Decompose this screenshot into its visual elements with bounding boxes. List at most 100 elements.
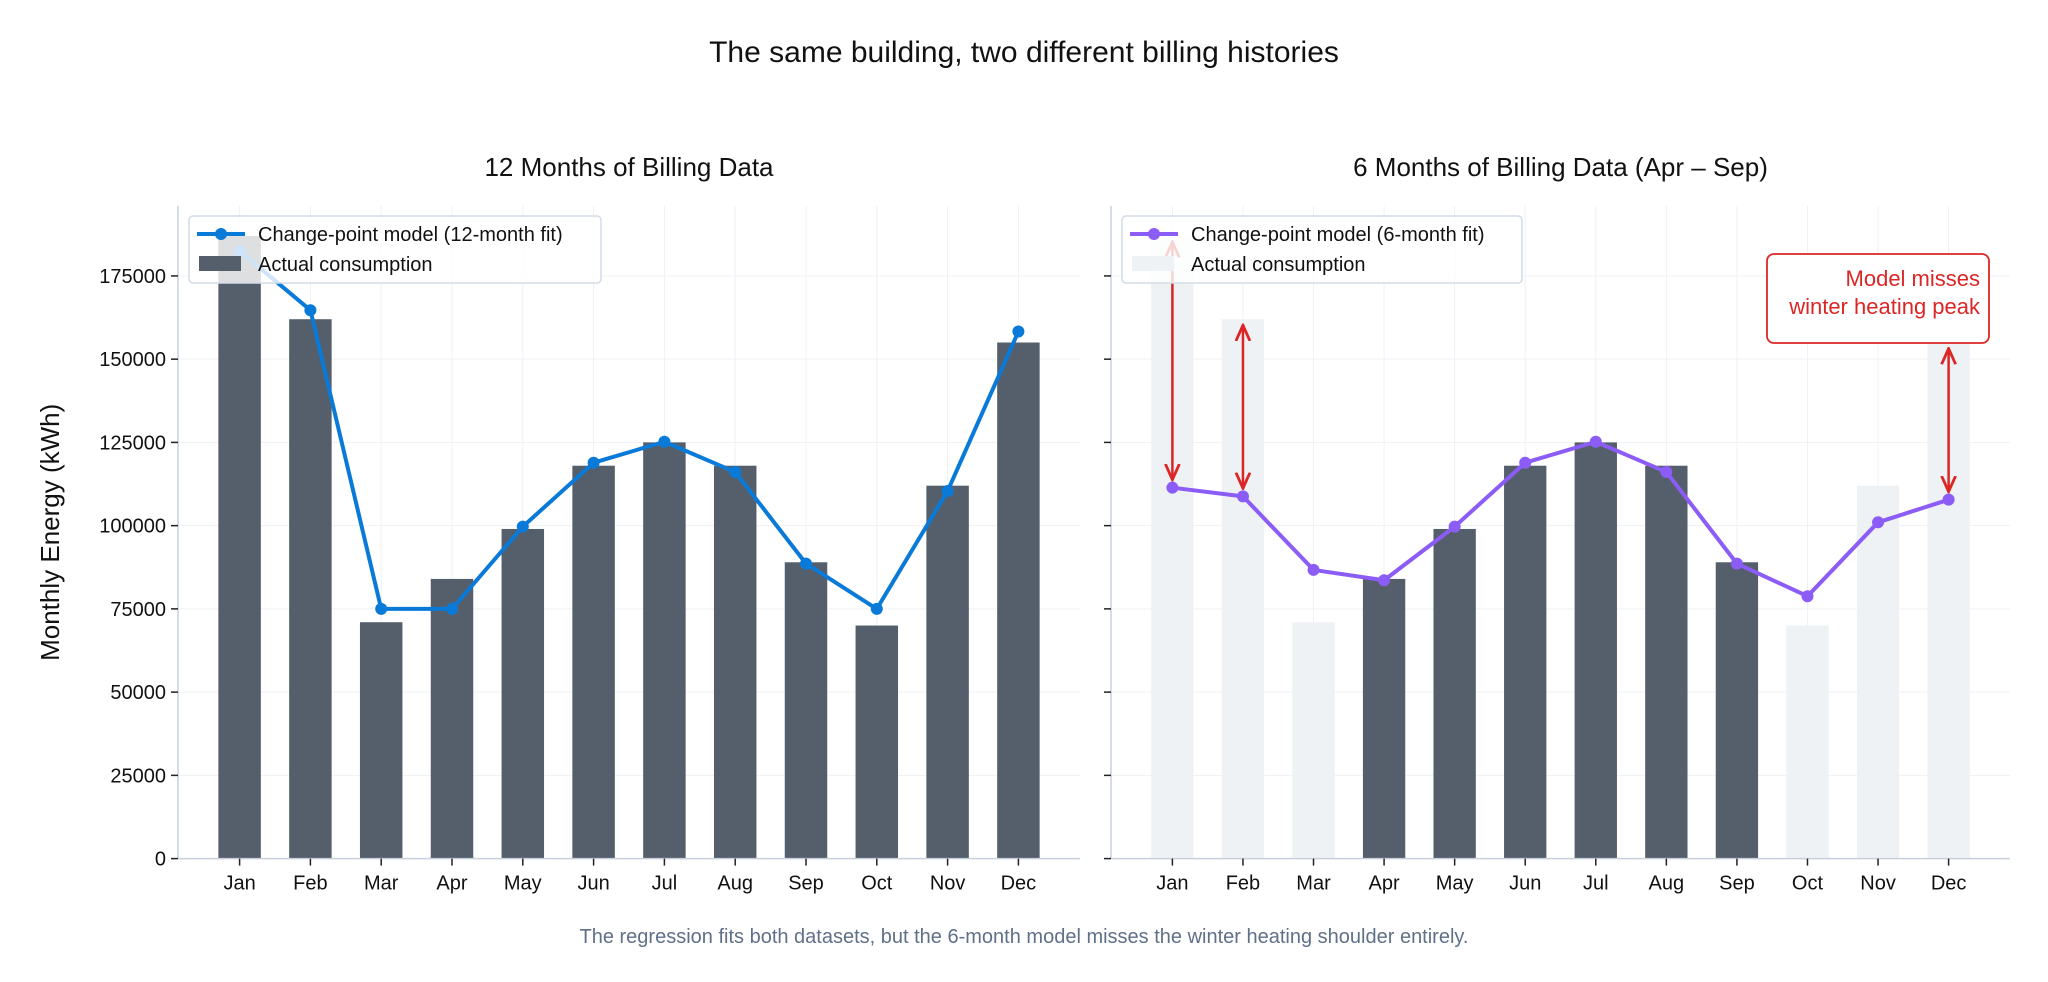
bar-apr	[430, 578, 474, 859]
x-tick-label: Jan	[1156, 873, 1188, 895]
legend-label-model: Change-point model (6-month fit)	[1191, 224, 1484, 246]
legend-label-actual: Actual consumption	[1191, 254, 1366, 276]
model-point-oct	[1801, 590, 1814, 603]
annotation-text: winter heating peak	[1788, 294, 1981, 319]
legend-bar-swatch	[1132, 256, 1174, 271]
x-tick-label: Dec	[1931, 873, 1967, 895]
x-tick-label: Mar	[1296, 873, 1331, 895]
chart-left: 12 Months of Billing Data 0 25000 50000 7500…	[35, 152, 1080, 895]
y-tick-label: 175000	[99, 266, 166, 288]
chart-title: 6 Months of Billing Data (Apr – Sep)	[1353, 152, 1768, 182]
y-tick-label: 125000	[99, 432, 166, 454]
x-tick-label: Nov	[1860, 873, 1896, 895]
bar-feb	[289, 319, 332, 859]
legend-marker-swatch	[215, 228, 227, 240]
bar-jan	[218, 235, 261, 859]
bar-mar	[359, 622, 403, 859]
x-tick-label: Oct	[1792, 873, 1824, 895]
model-point-jun	[587, 456, 600, 469]
model-point-mar	[375, 602, 388, 615]
x-tick-label: Jan	[223, 873, 255, 895]
chart-title: 12 Months of Billing Data	[484, 152, 774, 182]
x-tick-label: Apr	[436, 873, 467, 895]
bar-nov	[1856, 485, 1900, 859]
x-tick-label: Mar	[364, 873, 399, 895]
x-tick-label: Jul	[1583, 873, 1609, 895]
legend: Change-point model (6-month fit) Actual c…	[1121, 215, 1523, 284]
model-line	[1172, 439, 1950, 599]
bar-oct	[855, 625, 899, 859]
model-point-nov	[941, 485, 954, 498]
x-tick-label: Nov	[930, 873, 966, 895]
legend-bar-swatch	[199, 256, 241, 271]
legend-marker-swatch	[1148, 228, 1160, 240]
bar-jun	[572, 465, 615, 859]
bar-jun	[1504, 465, 1547, 859]
model-point-aug	[729, 466, 742, 479]
bar-sep	[1715, 562, 1759, 859]
model-point-jul	[658, 435, 671, 448]
x-tick-label: Dec	[1001, 873, 1037, 895]
figure-title: The same building, two different billing…	[709, 36, 1339, 69]
bar-may	[501, 528, 545, 859]
annotation-text: Model misses	[1846, 266, 1980, 291]
x-tick-label: Jun	[1509, 873, 1541, 895]
legend-box	[188, 215, 602, 284]
x-tick-label: Feb	[293, 873, 327, 895]
legend-label-actual: Actual consumption	[258, 254, 433, 276]
footer-caption: The regression fits both datasets, but t…	[580, 926, 1469, 948]
x-tick-label: Oct	[861, 873, 893, 895]
legend: Change-point model (12-month fit) Actual …	[188, 215, 602, 284]
model-point-feb	[1236, 490, 1249, 503]
bar-aug	[1645, 465, 1688, 859]
y-tick-label: 0	[155, 849, 166, 871]
legend-box	[1121, 215, 1523, 284]
x-tick-label: Aug	[717, 873, 753, 895]
y-tick-label: 150000	[99, 349, 166, 371]
legend-label-model: Change-point model (12-month fit)	[258, 224, 563, 246]
bar-may	[1433, 528, 1476, 859]
x-tick-label: Jun	[577, 873, 609, 895]
x-tick-label: May	[1436, 873, 1474, 895]
model-point-sep	[1730, 557, 1743, 570]
bar-mar	[1292, 622, 1335, 859]
model-point-feb	[304, 304, 317, 317]
model-point-may	[516, 520, 529, 533]
bar-dec	[997, 342, 1040, 859]
annotation: Model misses winter heating peak	[1766, 253, 1990, 344]
chart-right: 6 Months of Billing Data (Apr – Sep) Jan F…	[1104, 152, 2010, 895]
bar-aug	[713, 465, 757, 859]
bar-jul	[1574, 442, 1617, 859]
model-point-jan	[1166, 481, 1179, 494]
model-point-mar	[1307, 563, 1320, 576]
bar-apr	[1362, 578, 1406, 859]
bar-jul	[643, 442, 686, 859]
y-tick-label: 75000	[110, 599, 166, 621]
x-tick-label: Feb	[1226, 873, 1260, 895]
model-point-dec	[1012, 325, 1025, 338]
x-tick-label: May	[504, 873, 542, 895]
model-point-may	[1448, 520, 1461, 533]
x-tick-label: Aug	[1649, 873, 1685, 895]
y-tick-label: 100000	[99, 516, 166, 538]
x-tick-label: Apr	[1369, 873, 1400, 895]
model-point-nov	[1872, 516, 1885, 529]
model-point-oct	[870, 602, 883, 615]
x-tick-label: Sep	[1719, 873, 1755, 895]
y-tick-label: 50000	[110, 682, 166, 704]
bar-sep	[784, 562, 828, 859]
bar-nov	[926, 485, 969, 859]
bar-oct	[1786, 625, 1829, 859]
x-tick-label: Jul	[652, 873, 678, 895]
y-tick-label: 25000	[110, 765, 166, 787]
model-point-jun	[1519, 456, 1532, 469]
annotation-box	[1766, 253, 1990, 344]
model-point-aug	[1660, 466, 1673, 479]
model-point-jul	[1589, 435, 1602, 448]
model-line	[238, 249, 1021, 611]
model-point-apr	[445, 602, 458, 615]
x-tick-label: Sep	[788, 873, 824, 895]
model-point-sep	[800, 557, 813, 570]
model-point-apr	[1378, 574, 1391, 587]
